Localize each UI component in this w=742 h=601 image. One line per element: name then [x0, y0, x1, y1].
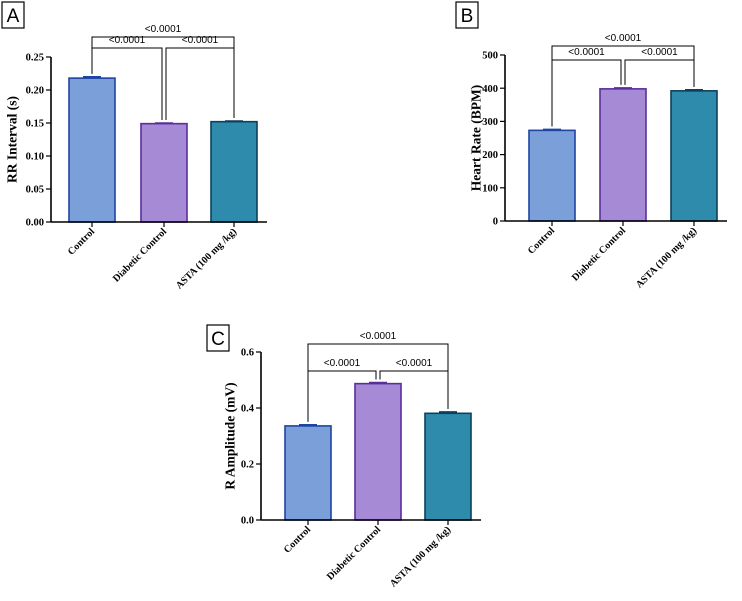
panel-b-ytick-label-1: 100 — [482, 183, 498, 194]
panel-a-letter: A — [7, 6, 20, 27]
panel-c-chart: 0.0 0.2 0.4 0.6 Control Diabetic Control ASTA … — [223, 331, 481, 590]
panel-b-category-label-2: Diabetic Control — [570, 225, 628, 283]
panel-a: A 0.00 0.05 0.10 0.15 0.20 0.25 Control Diabeti… — [1, 1, 267, 292]
panel-a-pvalue-2: <0.0001 — [182, 35, 219, 46]
panel-a-category-label-3: ASTA (100 mg /kg) — [174, 226, 239, 291]
panel-b-chart: 0 100 200 300 400 500 Control Diabetic Control A… — [469, 33, 727, 291]
panel-b-y-axis-label: Heart Rate (BPM) — [469, 85, 484, 191]
panel-b-ytick-label-0: 0 — [493, 217, 498, 228]
panel-c-ytick-label-0: 0.0 — [241, 516, 254, 527]
panel-a-bar-1 — [68, 77, 116, 223]
panel-b-ytick-label-2: 200 — [482, 150, 498, 161]
panel-a-ytick-label-1: 0.05 — [26, 185, 44, 196]
panel-b-pvalue-3: <0.0001 — [605, 33, 642, 44]
panel-c: C 0.0 0.2 0.4 0.6 Control Diabetic Control AST… — [206, 324, 481, 590]
panel-a-ytick-label-3: 0.15 — [26, 119, 44, 130]
panel-c-pvalue-2: <0.0001 — [396, 358, 433, 369]
panel-b-category-label-3: ASTA (100 mg /kg) — [634, 225, 699, 290]
panel-a-y-axis-label: RR Interval (s) — [5, 96, 20, 183]
panel-c-category-label-2: Diabetic Control — [325, 524, 383, 582]
panel-b-letter-box — [455, 1, 479, 29]
panel-c-bracket-3 — [307, 343, 449, 422]
panel-b-bracket-3 — [551, 45, 695, 127]
panel-a-pvalue-1: <0.0001 — [109, 35, 146, 46]
panel-b-ytick-label-4: 400 — [482, 84, 498, 95]
panel-a-ytick-label-5: 0.25 — [26, 53, 44, 64]
panel-b-ytick-label-3: 300 — [482, 117, 498, 128]
panel-b-ytick-label-5: 500 — [482, 51, 498, 62]
panel-b: B 0 100 200 300 400 500 Control Diabetic Contro… — [455, 1, 727, 291]
panel-a-bracket-2 — [165, 47, 235, 120]
panel-a-category-label-1: Control — [66, 226, 97, 257]
panel-b-bar-1 — [528, 129, 576, 222]
panel-c-ytick-label-3: 0.6 — [241, 348, 254, 359]
panel-a-letter-box — [1, 1, 25, 29]
panel-b-letter: B — [461, 6, 474, 27]
panel-a-chart: 0.00 0.05 0.10 0.15 0.20 0.25 Control Diabetic … — [5, 24, 267, 292]
panel-c-letter-box — [206, 324, 230, 352]
panel-b-bar-3 — [670, 90, 718, 222]
panel-a-ytick-label-2: 0.10 — [26, 152, 44, 163]
panel-c-pvalue-3: <0.0001 — [360, 331, 397, 342]
panel-b-pvalue-1: <0.0001 — [568, 47, 605, 58]
panel-a-ytick-label-0: 0.00 — [26, 218, 44, 229]
panel-c-bar-1 — [284, 425, 332, 521]
panel-a-bar-2 — [140, 122, 188, 223]
panel-b-category-label-1: Control — [526, 225, 557, 256]
panel-a-bar-3 — [210, 120, 258, 223]
panel-a-category-label-2: Diabetic Control — [111, 226, 169, 284]
panel-c-bar-3 — [424, 412, 472, 521]
panel-a-ytick-label-4: 0.20 — [26, 86, 44, 97]
panel-b-pvalue-2: <0.0001 — [641, 47, 678, 58]
panel-c-category-label-3: ASTA (100 mg /kg) — [388, 524, 453, 589]
panel-a-pvalue-3: <0.0001 — [145, 24, 182, 35]
panel-b-bar-2 — [599, 88, 647, 222]
panel-c-pvalue-1: <0.0001 — [324, 358, 361, 369]
panel-c-category-label-1: Control — [282, 524, 313, 555]
panel-c-y-axis-label: R Amplitude (mV) — [223, 382, 238, 489]
panel-c-bar-2 — [354, 382, 402, 521]
panel-c-ytick-label-1: 0.2 — [241, 460, 254, 471]
panel-c-letter: C — [211, 329, 225, 350]
panel-b-bracket-2 — [624, 59, 695, 87]
panel-c-ytick-label-2: 0.4 — [241, 404, 255, 415]
panel-a-bracket-3 — [91, 36, 235, 119]
